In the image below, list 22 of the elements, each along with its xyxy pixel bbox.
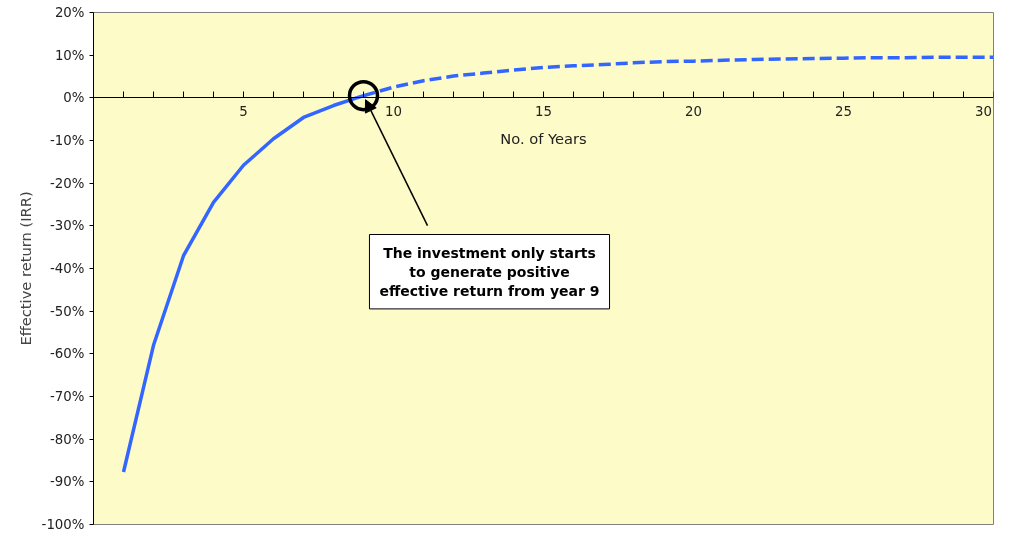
y-tick-label: -50% — [50, 303, 85, 319]
y-tick-label: -60% — [50, 346, 85, 362]
x-tick-label: 25 — [835, 103, 852, 119]
x-tick-label: 10 — [385, 103, 402, 119]
y-tick-label: -70% — [50, 389, 85, 404]
annotation: The investment only starts to generate positive effective return from year 9 — [379, 244, 600, 299]
y-tick-label: -10% — [50, 133, 85, 148]
y-tick-label: -80% — [50, 431, 85, 447]
y-tick-label: -30% — [50, 218, 85, 234]
y-tick-label: -100% — [41, 517, 85, 532]
x-tick-label: 5 — [239, 103, 248, 119]
y-axis-title: Effective return (IRR) — [16, 191, 34, 346]
x-tick-label: 30 — [975, 103, 992, 119]
y-tick-label: 10% — [54, 47, 85, 63]
x-axis-title: No. of Years — [500, 129, 587, 147]
y-tick-label: -90% — [50, 474, 85, 490]
y-tick-label: -40% — [50, 261, 85, 276]
x-tick-label: 20 — [685, 103, 702, 119]
y-tick-label: 20% — [54, 5, 85, 20]
y-tick-label: -20% — [50, 175, 85, 191]
y-tick-label: 0% — [63, 90, 85, 106]
x-tick-label: 15 — [535, 103, 552, 119]
